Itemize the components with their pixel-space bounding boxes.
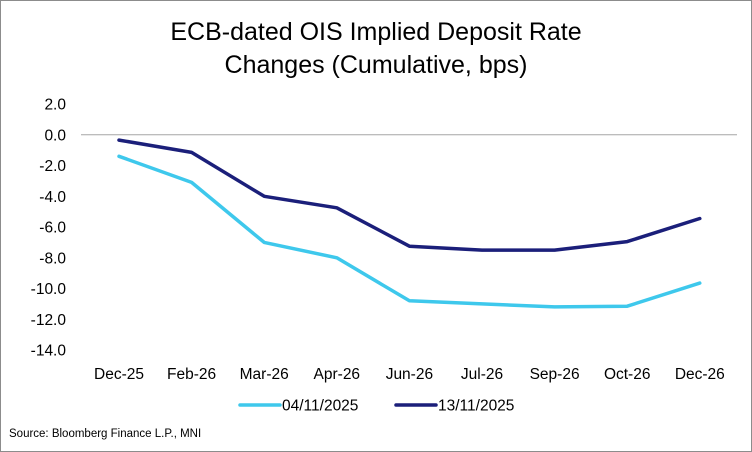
series-lines [117, 138, 702, 309]
x-tick-label: Oct-26 [604, 366, 651, 383]
legend-label-1: 04/11/2025 [282, 398, 358, 415]
chart-title-line-2: Changes (Cumulative, bps) [224, 51, 528, 79]
x-tick-label: Dec-26 [675, 366, 725, 383]
x-tick-label: Apr-26 [314, 366, 361, 383]
source-note: Source: Bloomberg Finance L.P., MNI [9, 428, 202, 440]
legend: 04/11/2025 13/11/2025 [238, 398, 514, 415]
series-line-1 [117, 154, 702, 309]
series-line-2 [117, 138, 702, 252]
y-tick-label: -4.0 [39, 189, 66, 206]
y-tick-label: 0.0 [44, 127, 66, 144]
y-tick-label: -2.0 [39, 158, 66, 175]
y-tick-label: -10.0 [31, 281, 67, 298]
x-axis-tick-labels: Dec-25 Feb-26 Mar-26 Apr-26 Jun-26 Jul-26 Sep-… [94, 366, 725, 383]
y-tick-label: -12.0 [31, 312, 67, 329]
x-tick-label: Jun-26 [386, 366, 433, 383]
x-tick-label: Feb-26 [167, 366, 216, 383]
x-tick-label: Mar-26 [240, 366, 289, 383]
y-tick-label: -6.0 [39, 220, 66, 237]
y-tick-label: -8.0 [39, 250, 66, 267]
y-tick-label: 2.0 [44, 97, 66, 114]
y-tick-label: -14.0 [31, 343, 67, 360]
y-axis-tick-labels: 2.0 0.0 -2.0 -4.0 -6.0 -8.0 -10.0 -12.0 -14.0 [31, 97, 67, 360]
chart-title: ECB-dated OIS Implied Deposit Rate Chang… [0, 16, 752, 82]
legend-label-2: 13/11/2025 [438, 398, 514, 415]
x-tick-label: Dec-25 [94, 366, 144, 383]
chart-title-line-1: ECB-dated OIS Implied Deposit Rate [170, 18, 582, 46]
x-tick-label: Sep-26 [530, 366, 580, 383]
x-tick-label: Jul-26 [461, 366, 503, 383]
